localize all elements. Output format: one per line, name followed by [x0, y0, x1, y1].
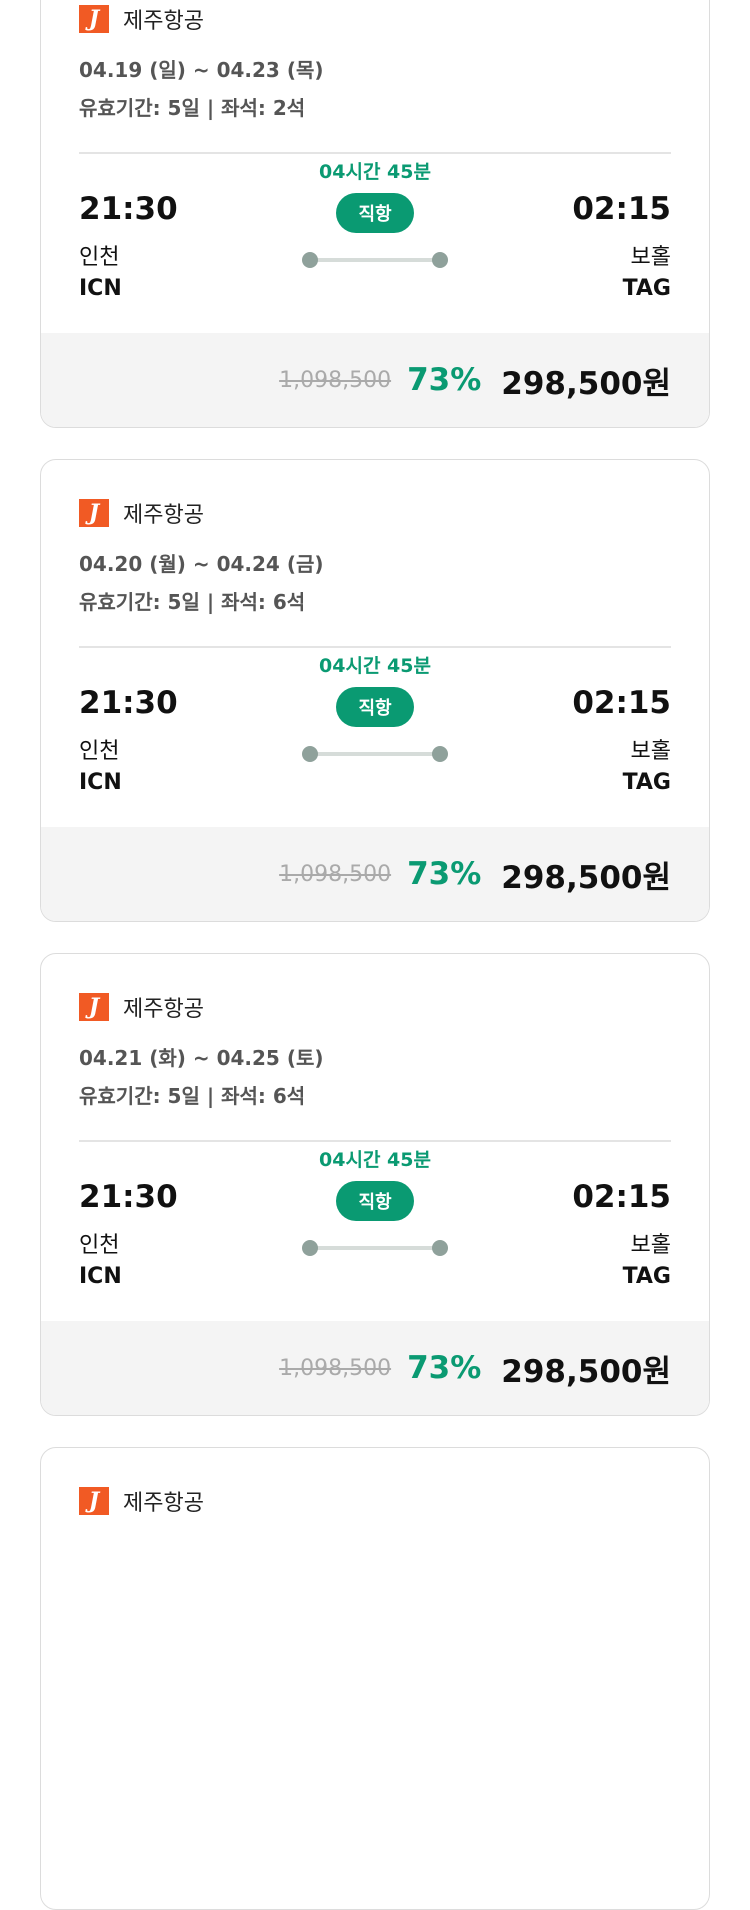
departure-code: ICN — [79, 1264, 122, 1289]
travel-dates: 04.19 (일) ~ 04.23 (목) — [79, 58, 324, 82]
arrival-city: 보홀 — [630, 245, 671, 270]
airline-logo-icon: J — [79, 5, 109, 33]
price-footer: 1,098,500 73% 298,500원 — [41, 1321, 709, 1415]
arrival-city: 보홀 — [630, 739, 671, 764]
sale-price: 298,500원 — [501, 365, 671, 402]
divider — [79, 152, 671, 154]
discount-rate: 73% — [407, 856, 482, 892]
airline: J 제주항공 — [79, 1487, 204, 1516]
direct-badge: 직항 — [336, 193, 414, 233]
departure-city: 인천 — [79, 245, 120, 270]
arrival-code: TAG — [622, 1264, 671, 1289]
origin-dot-icon — [302, 746, 318, 762]
flight-duration: 04시간 45분 — [319, 1149, 431, 1171]
departure-time: 21:30 — [79, 685, 178, 721]
departure-time: 21:30 — [79, 191, 178, 227]
airline-name: 제주항공 — [123, 503, 204, 528]
destination-dot-icon — [432, 746, 448, 762]
airline: J 제주항공 — [79, 5, 204, 34]
original-price: 1,098,500 — [279, 367, 392, 393]
route-line — [302, 1240, 448, 1256]
price-footer: 1,098,500 73% 298,500원 — [41, 333, 709, 427]
flight-duration: 04시간 45분 — [319, 161, 431, 183]
arrival-time: 02:15 — [572, 1179, 671, 1215]
departure-code: ICN — [79, 770, 122, 795]
travel-dates: 04.20 (월) ~ 04.24 (금) — [79, 552, 324, 576]
flight-duration: 04시간 45분 — [319, 655, 431, 677]
airline-logo-icon: J — [79, 993, 109, 1021]
original-price: 1,098,500 — [279, 861, 392, 887]
route-line — [302, 746, 448, 762]
direct-badge: 직항 — [336, 687, 414, 727]
departure-code: ICN — [79, 276, 122, 301]
airline: J 제주항공 — [79, 499, 204, 528]
origin-dot-icon — [302, 1240, 318, 1256]
divider — [79, 1140, 671, 1142]
arrival-code: TAG — [622, 770, 671, 795]
flight-card[interactable]: J 제주항공 04.19 (일) ~ 04.23 (목) 유효기간: 5일 | 좌… — [40, 0, 710, 428]
destination-dot-icon — [432, 1240, 448, 1256]
arrival-time: 02:15 — [572, 191, 671, 227]
discount-rate: 73% — [407, 362, 482, 398]
divider — [79, 646, 671, 648]
flight-card[interactable]: J 제주항공 04.20 (월) ~ 04.24 (금) 유효기간: 5일 | 좌… — [40, 459, 710, 922]
flight-card[interactable]: J 제주항공 04.21 (화) ~ 04.25 (토) 유효기간: 5일 | 좌… — [40, 953, 710, 1416]
original-price: 1,098,500 — [279, 1355, 392, 1381]
validity-seats: 유효기간: 5일 | 좌석: 6석 — [79, 590, 306, 614]
sale-price: 298,500원 — [501, 859, 671, 896]
airline-name: 제주항공 — [123, 997, 204, 1022]
origin-dot-icon — [302, 252, 318, 268]
departure-city: 인천 — [79, 739, 120, 764]
airline-logo-icon: J — [79, 499, 109, 527]
direct-badge: 직항 — [336, 1181, 414, 1221]
airline-name: 제주항공 — [123, 1491, 204, 1516]
validity-seats: 유효기간: 5일 | 좌석: 6석 — [79, 1084, 306, 1108]
discount-rate: 73% — [407, 1350, 482, 1386]
flight-card[interactable]: J 제주항공 — [40, 1447, 710, 1910]
price-footer: 1,098,500 73% 298,500원 — [41, 827, 709, 921]
sale-price: 298,500원 — [501, 1353, 671, 1390]
arrival-city: 보홀 — [630, 1233, 671, 1258]
route-line — [302, 252, 448, 268]
airline-logo-icon: J — [79, 1487, 109, 1515]
arrival-time: 02:15 — [572, 685, 671, 721]
departure-city: 인천 — [79, 1233, 120, 1258]
airline: J 제주항공 — [79, 993, 204, 1022]
arrival-code: TAG — [622, 276, 671, 301]
validity-seats: 유효기간: 5일 | 좌석: 2석 — [79, 96, 306, 120]
destination-dot-icon — [432, 252, 448, 268]
airline-name: 제주항공 — [123, 9, 204, 34]
travel-dates: 04.21 (화) ~ 04.25 (토) — [79, 1046, 324, 1070]
departure-time: 21:30 — [79, 1179, 178, 1215]
